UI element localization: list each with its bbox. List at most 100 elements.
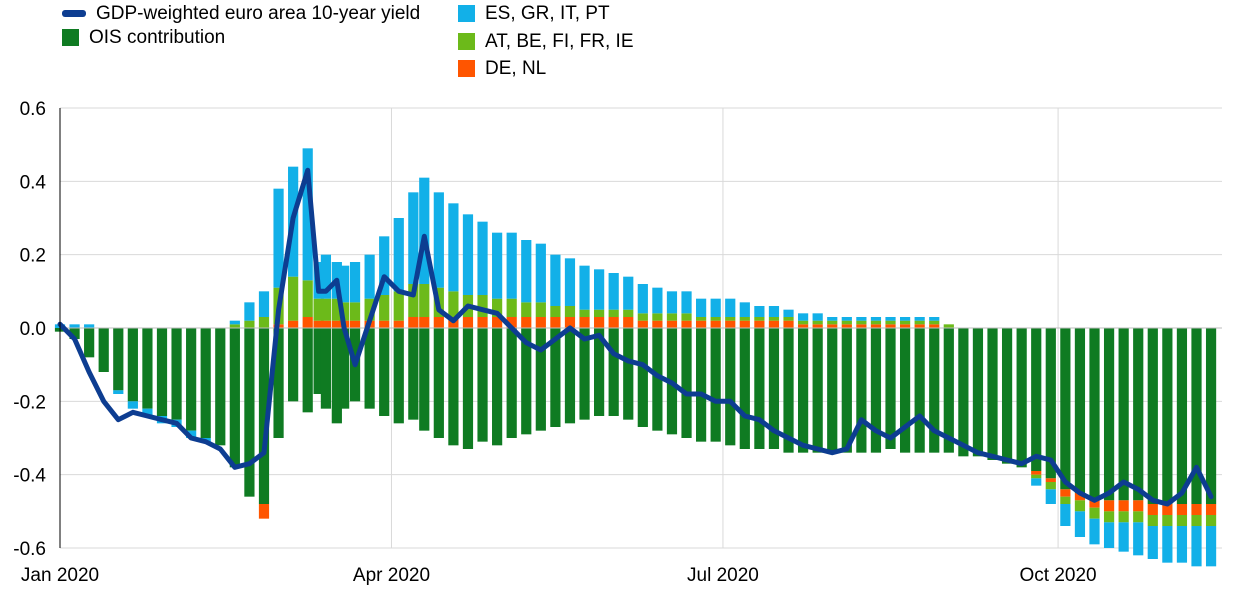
bar-es-gr-it-pt [69, 324, 80, 328]
bar-ois [98, 328, 109, 372]
bar-de-nl [492, 317, 503, 328]
y-tick-label: 0.0 [20, 319, 46, 340]
bar-ois [313, 328, 324, 394]
bar-es-gr-it-pt [1162, 526, 1173, 563]
bar-ois [462, 328, 474, 449]
bar-de-nl [652, 320, 663, 328]
bar-ois [320, 328, 332, 409]
legend-label-periphery: ES, GR, IT, PT [485, 3, 610, 24]
bar-at-be-fi-fr-ie [579, 309, 590, 317]
y-tick-label: 0.2 [20, 246, 46, 267]
x-tick-label: Jul 2020 [687, 565, 759, 586]
bar-at-be-fi-fr-ie [1147, 515, 1158, 526]
bar-ois [379, 328, 390, 416]
bar-at-be-fi-fr-ie [313, 298, 324, 321]
bar-es-gr-it-pt [710, 298, 721, 317]
bar-de-nl [579, 317, 590, 328]
bar-at-be-fi-fr-ie [258, 317, 270, 328]
bar-es-gr-it-pt [1133, 522, 1144, 556]
bar-es-gr-it-pt [339, 265, 350, 303]
bar-ois [958, 328, 969, 457]
legend-label-yield: GDP-weighted euro area 10-year yield [96, 3, 421, 24]
bar-es-gr-it-pt [186, 430, 197, 438]
stacked-bars [54, 148, 1217, 567]
bar-at-be-fi-fr-ie [244, 320, 255, 328]
bar-es-gr-it-pt [914, 317, 925, 321]
bar-ois [870, 328, 882, 453]
bar-ois [929, 328, 940, 453]
x-tick-label: Apr 2020 [353, 565, 430, 586]
legend-item-periphery: ES, GR, IT, PT [458, 2, 610, 26]
bar-at-be-fi-fr-ie [506, 298, 517, 317]
bar-de-nl [1060, 489, 1071, 497]
bar-es-gr-it-pt [320, 254, 332, 299]
bar-at-be-fi-fr-ie [535, 302, 546, 317]
bar-ois [754, 328, 765, 449]
legend-swatch-semicore [458, 33, 475, 51]
bar-at-be-fi-fr-ie [320, 298, 332, 321]
bar-ois [448, 328, 459, 446]
bar-de-nl [408, 317, 419, 328]
bar-ois [506, 328, 517, 438]
bar-de-nl [550, 317, 561, 328]
bar-at-be-fi-fr-ie [331, 298, 342, 321]
bar-ois [797, 328, 809, 453]
bar-ois [258, 328, 270, 504]
bar-de-nl [349, 320, 361, 328]
bar-ois [364, 328, 375, 409]
bar-ois [142, 328, 153, 409]
bar-ois [1031, 328, 1042, 471]
bar-es-gr-it-pt [448, 203, 459, 292]
bar-es-gr-it-pt [84, 324, 95, 328]
yield-line-group [57, 167, 1214, 507]
bar-ois [331, 328, 342, 424]
bar-at-be-fi-fr-ie [1133, 511, 1144, 523]
bar-es-gr-it-pt [419, 177, 430, 284]
bar-ois [84, 328, 95, 358]
bar-de-nl [258, 504, 270, 519]
bar-de-nl [1031, 471, 1042, 475]
bar-es-gr-it-pt [364, 254, 375, 299]
y-tick-label: -0.4 [13, 466, 46, 487]
bar-de-nl [288, 320, 299, 328]
bar-es-gr-it-pt [506, 232, 517, 299]
bar-es-gr-it-pt [1031, 478, 1042, 486]
bar-ois [477, 328, 488, 442]
bar-at-be-fi-fr-ie [856, 320, 867, 325]
legend-label-semicore: AT, BE, FI, FR, IE [485, 31, 634, 52]
bar-ois [215, 328, 226, 446]
bar-es-gr-it-pt [113, 390, 124, 394]
bar-at-be-fi-fr-ie [783, 317, 794, 321]
bar-at-be-fi-fr-ie [1060, 496, 1071, 504]
bar-at-be-fi-fr-ie [477, 295, 488, 317]
legend-item-yield: GDP-weighted euro area 10-year yield [62, 2, 420, 26]
bar-ois [1118, 328, 1129, 501]
bar-at-be-fi-fr-ie [1205, 515, 1217, 526]
bar-de-nl [739, 320, 750, 328]
bar-ois [885, 328, 896, 449]
bar-ois [972, 328, 984, 457]
bar-de-nl [797, 324, 809, 328]
bar-ois [579, 328, 590, 420]
bar-at-be-fi-fr-ie [393, 291, 404, 321]
bar-de-nl [666, 320, 678, 328]
bar-ois [339, 328, 350, 409]
bar-de-nl [393, 320, 404, 328]
bar-es-gr-it-pt [696, 298, 707, 317]
bar-ois [681, 328, 692, 438]
bar-es-gr-it-pt [302, 148, 313, 281]
bar-ois [1016, 328, 1027, 468]
bar-at-be-fi-fr-ie [229, 324, 240, 328]
bar-at-be-fi-fr-ie [379, 295, 390, 321]
bar-at-be-fi-fr-ie [1045, 482, 1056, 490]
bar-at-be-fi-fr-ie [1191, 515, 1202, 526]
bar-de-nl [379, 320, 390, 328]
legend-item-core: DE, NL [458, 57, 546, 81]
yield-line [57, 167, 1214, 507]
bar-ois [156, 328, 168, 416]
legend-item-ois: OIS contribution [62, 26, 225, 50]
bar-at-be-fi-fr-ie [652, 313, 663, 321]
bar-ois [1045, 328, 1056, 479]
bar-de-nl [1147, 504, 1158, 515]
